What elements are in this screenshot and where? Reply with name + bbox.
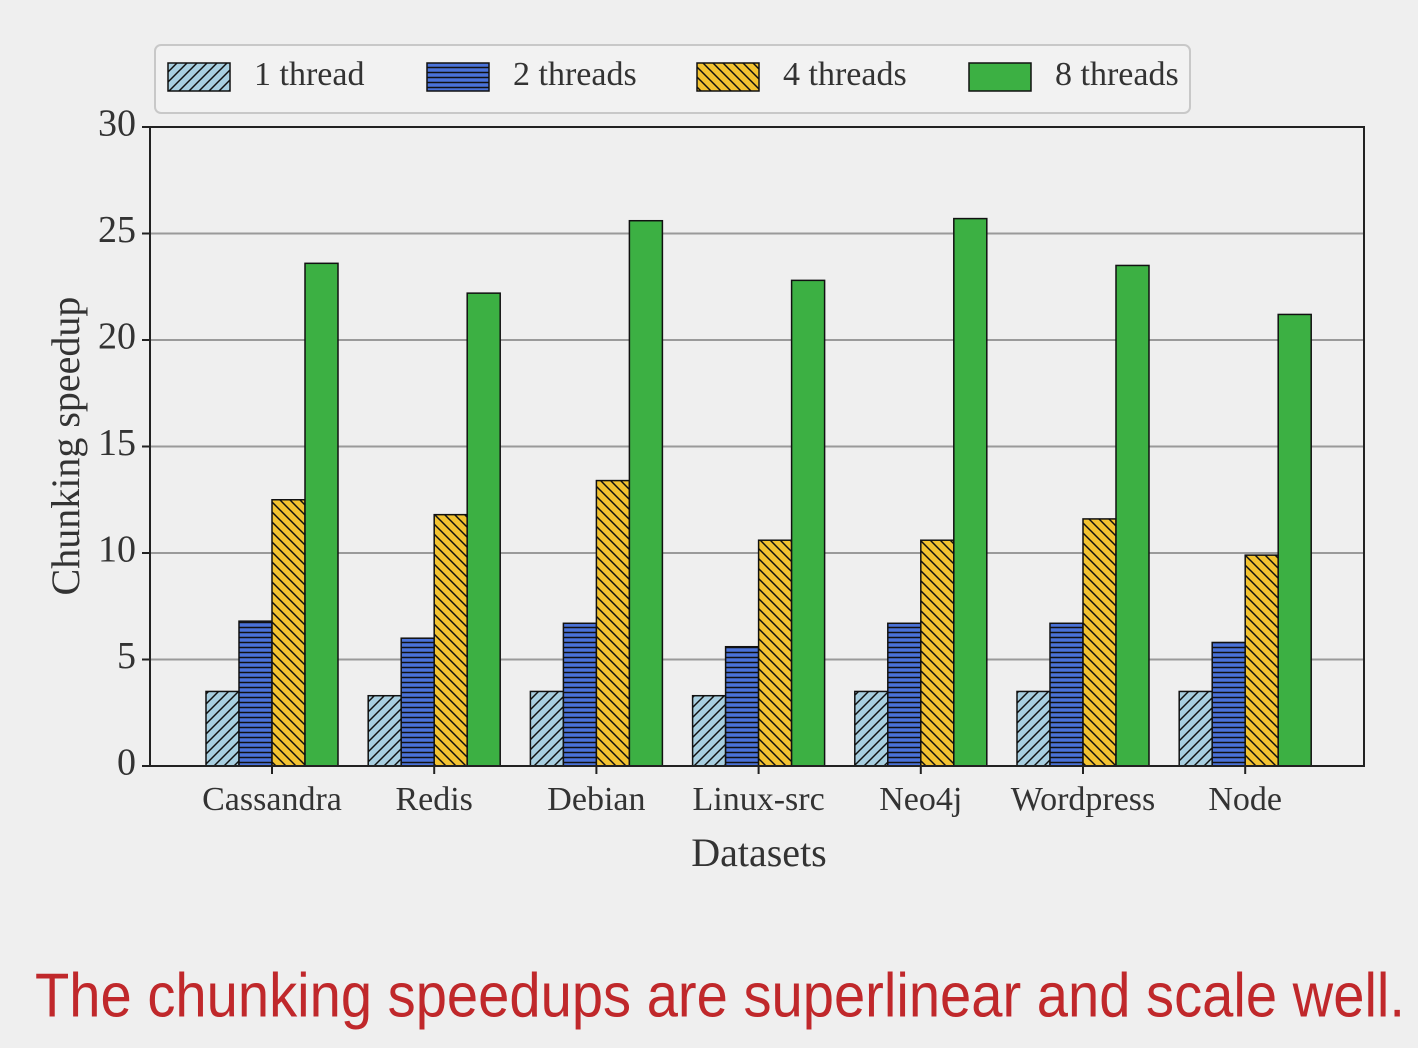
y-axis-label: Chunking speedup bbox=[43, 297, 88, 596]
bar bbox=[1115, 264, 1150, 767]
bar bbox=[1244, 554, 1279, 767]
y-tick-label: 20 bbox=[98, 316, 136, 358]
bar bbox=[367, 694, 402, 767]
bar bbox=[433, 513, 468, 767]
bar bbox=[304, 262, 339, 767]
bar bbox=[271, 499, 306, 767]
bar bbox=[854, 690, 889, 767]
plot-frame bbox=[149, 126, 1365, 767]
y-tick-label: 0 bbox=[117, 742, 136, 784]
bar bbox=[790, 279, 826, 767]
y-tick-label: 30 bbox=[98, 103, 136, 145]
bar bbox=[1049, 622, 1084, 767]
bar bbox=[595, 479, 631, 767]
y-tick-label: 25 bbox=[98, 209, 136, 251]
bar bbox=[1211, 641, 1246, 767]
bar bbox=[1082, 518, 1117, 767]
bar bbox=[724, 645, 760, 767]
bar bbox=[238, 620, 273, 767]
bar bbox=[1277, 313, 1312, 767]
bar bbox=[887, 622, 922, 767]
bar bbox=[562, 622, 598, 767]
x-tick-label: Redis bbox=[395, 781, 472, 818]
x-tick-label: Cassandra bbox=[202, 781, 342, 818]
legend-label: 8 threads bbox=[1055, 56, 1179, 93]
bar bbox=[691, 694, 727, 767]
x-tick-label: Debian bbox=[547, 781, 645, 818]
bar bbox=[205, 690, 240, 767]
bar bbox=[757, 539, 793, 767]
x-tick-label: Neo4j bbox=[879, 781, 962, 818]
caption: The chunking speedups are superlinear an… bbox=[35, 961, 1405, 1030]
x-tick-label: Node bbox=[1208, 781, 1282, 818]
x-tick-label: Linux-src bbox=[693, 781, 825, 818]
bar bbox=[466, 292, 501, 767]
y-tick-label: 5 bbox=[117, 635, 136, 677]
legend-swatch bbox=[696, 62, 760, 92]
x-axis-label: Datasets bbox=[691, 830, 827, 875]
legend-label: 2 threads bbox=[513, 56, 637, 93]
x-tick-label: Wordpress bbox=[1011, 781, 1156, 818]
bar bbox=[628, 219, 664, 767]
legend-swatch bbox=[426, 62, 490, 92]
bar bbox=[529, 690, 565, 767]
legend-label: 4 threads bbox=[783, 56, 907, 93]
bar bbox=[920, 539, 955, 767]
bar bbox=[1016, 690, 1051, 767]
legend-swatch bbox=[167, 62, 231, 92]
y-tick-label: 10 bbox=[98, 529, 136, 571]
y-tick-label: 15 bbox=[98, 422, 136, 464]
bar bbox=[1178, 690, 1213, 767]
bar bbox=[953, 217, 988, 767]
legend-box bbox=[154, 44, 1191, 114]
legend-label: 1 thread bbox=[254, 56, 364, 93]
legend-swatch bbox=[968, 62, 1032, 92]
bar bbox=[400, 637, 435, 767]
